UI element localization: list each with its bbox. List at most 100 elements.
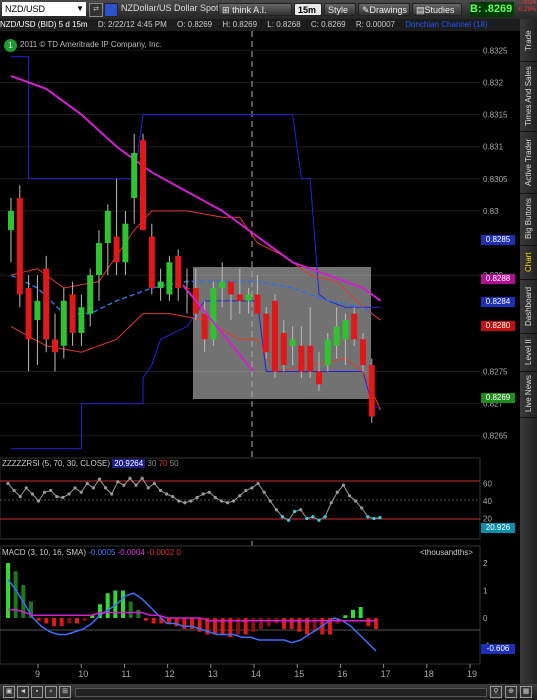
- macd-histogram-bar: [282, 618, 286, 629]
- share-button[interactable]: ⊞ think A.I.: [218, 3, 292, 16]
- candle-body: [298, 345, 305, 372]
- price-axis-label: 0.827: [483, 400, 504, 409]
- link-icon[interactable]: ⇄: [89, 3, 103, 17]
- macd-histogram-bar: [13, 571, 18, 618]
- candle-body: [254, 294, 261, 314]
- candle-body: [219, 281, 226, 288]
- rsi-point: [79, 490, 83, 494]
- candle-body: [245, 294, 252, 301]
- style-button[interactable]: Style: [324, 3, 356, 16]
- macd-histogram-bar: [297, 618, 302, 632]
- right-sidebar: Trade Times And Sales Active Trader Big But…: [520, 19, 537, 684]
- settings-icon[interactable]: ▦: [520, 686, 532, 698]
- rsi-point: [30, 492, 34, 496]
- candle-body: [78, 307, 85, 333]
- donchian-upper-line: [11, 56, 381, 308]
- rsi-point: [207, 490, 211, 494]
- rsi-point: [280, 515, 285, 519]
- candle-body: [140, 140, 146, 231]
- sidebar-tab-big-buttons[interactable]: Big Buttons: [520, 193, 537, 246]
- moving-average-line: [10, 75, 382, 302]
- candle-body: [333, 326, 340, 346]
- price-axis-label: 0.832: [483, 78, 504, 87]
- rsi-point: [341, 483, 346, 487]
- macd-histogram-bar: [82, 618, 87, 621]
- net-change-value: -.0024: [518, 0, 536, 6]
- chart-toolbar: NZD/USD ▼ ⇄ NZDollar/US Dollar Spot ⊞ th…: [0, 0, 537, 20]
- rsi-point: [232, 499, 236, 503]
- candle-body: [166, 262, 173, 295]
- candle-body: [113, 236, 120, 263]
- sidebar-tab-dashboard[interactable]: Dashboard: [520, 279, 537, 334]
- macd-diff: -0.0002: [147, 548, 175, 557]
- rsi-point: [378, 516, 382, 520]
- rsi-point: [128, 476, 132, 480]
- macd-histogram-bar: [197, 618, 202, 632]
- chart-area[interactable]: 0.83250.8320.83150.8310.83050.830.8290.8…: [0, 0, 520, 684]
- macd-histogram-bar: [312, 618, 317, 632]
- symbol-description: NZDollar/US Dollar Spot: [121, 3, 219, 13]
- rsi-point: [311, 515, 315, 519]
- rsi-point: [360, 506, 364, 510]
- candle-body: [69, 294, 76, 333]
- rsi-point: [61, 495, 65, 500]
- sidebar-tab-live-news[interactable]: Live News: [520, 371, 537, 418]
- rsi-point: [329, 501, 333, 505]
- studies-label: Studies: [424, 5, 455, 15]
- sidebar-tab-level-ii[interactable]: Level II: [520, 333, 537, 372]
- chart-badge-icon: 1: [4, 39, 17, 52]
- rsi-level-30: 30: [147, 459, 157, 468]
- zoom-out-icon[interactable]: ▪: [31, 686, 43, 698]
- price-axis-label: 0.83: [483, 207, 499, 216]
- pan-left-icon[interactable]: ◄: [17, 686, 29, 698]
- macd-histogram-bar: [251, 618, 256, 632]
- price-badge: 0.8288: [481, 274, 515, 284]
- drawings-button[interactable]: ✎Drawings: [358, 3, 410, 16]
- quote-info-bar: NZD/USD (BID) 5 d 15m D: 2/22/12 4:45 PM…: [0, 19, 520, 31]
- macd-histogram-bar: [366, 618, 371, 627]
- macd-histogram-bar: [243, 618, 248, 635]
- rsi-point: [116, 480, 120, 484]
- sidebar-tab-active-trader[interactable]: Active Trader: [520, 131, 537, 194]
- rsi-point: [366, 515, 370, 519]
- rsi-point: [6, 481, 10, 486]
- rsi-point: [146, 486, 150, 490]
- time-axis-label: 19: [467, 669, 477, 679]
- rsi-point: [24, 486, 28, 490]
- pencil-icon: ✎: [362, 5, 370, 15]
- macd-histogram-bar: [182, 618, 187, 629]
- expand-icon[interactable]: ⊞: [59, 686, 71, 698]
- macd-histogram-bar: [289, 618, 294, 629]
- macd-histogram-bar: [128, 601, 133, 618]
- macd-header: MACD (3, 10, 16, SMA) -0.0005 -0.0004 -0…: [2, 548, 181, 558]
- rsi-point: [238, 494, 242, 498]
- share-icon: ⊞: [222, 5, 230, 15]
- candle-body: [360, 339, 366, 366]
- magnifier-icon[interactable]: ⚲: [490, 686, 502, 698]
- collapse-icon[interactable]: ▣: [3, 686, 15, 698]
- macd-title: MACD (3, 10, 16, SMA): [2, 548, 87, 557]
- macd-histogram-bar: [174, 618, 179, 627]
- studies-button[interactable]: ▤Studies: [412, 3, 462, 16]
- sidebar-tab-trade[interactable]: Trade: [520, 21, 537, 62]
- macd-histogram-bar: [59, 618, 64, 627]
- scroll-track[interactable]: [75, 688, 487, 697]
- timeframe-selector[interactable]: 15m: [294, 3, 322, 16]
- rsi-point: [250, 486, 254, 490]
- symbol-color-icon[interactable]: [104, 3, 118, 17]
- symbol-selector[interactable]: NZD/USD ▼: [2, 2, 86, 16]
- sidebar-tab-times-and-sales[interactable]: Times And Sales: [520, 61, 537, 132]
- zoom-icon[interactable]: ⌕: [45, 686, 57, 698]
- rsi-point: [372, 516, 376, 521]
- rsi-value: 20.9264: [112, 459, 146, 468]
- macd-line: [7, 579, 377, 652]
- rsi-point: [189, 499, 193, 503]
- macd-histogram-bar: [44, 618, 49, 624]
- macd-avg: -0.0004: [117, 548, 145, 557]
- drawings-label: Drawings: [369, 5, 408, 15]
- sidebar-tab-chart[interactable]: Chart: [520, 245, 537, 280]
- zoom-in-icon[interactable]: ⊕: [505, 686, 517, 698]
- candle-body: [8, 210, 14, 231]
- time-axis-label: 13: [208, 669, 218, 679]
- time-axis-label: 18: [424, 669, 434, 679]
